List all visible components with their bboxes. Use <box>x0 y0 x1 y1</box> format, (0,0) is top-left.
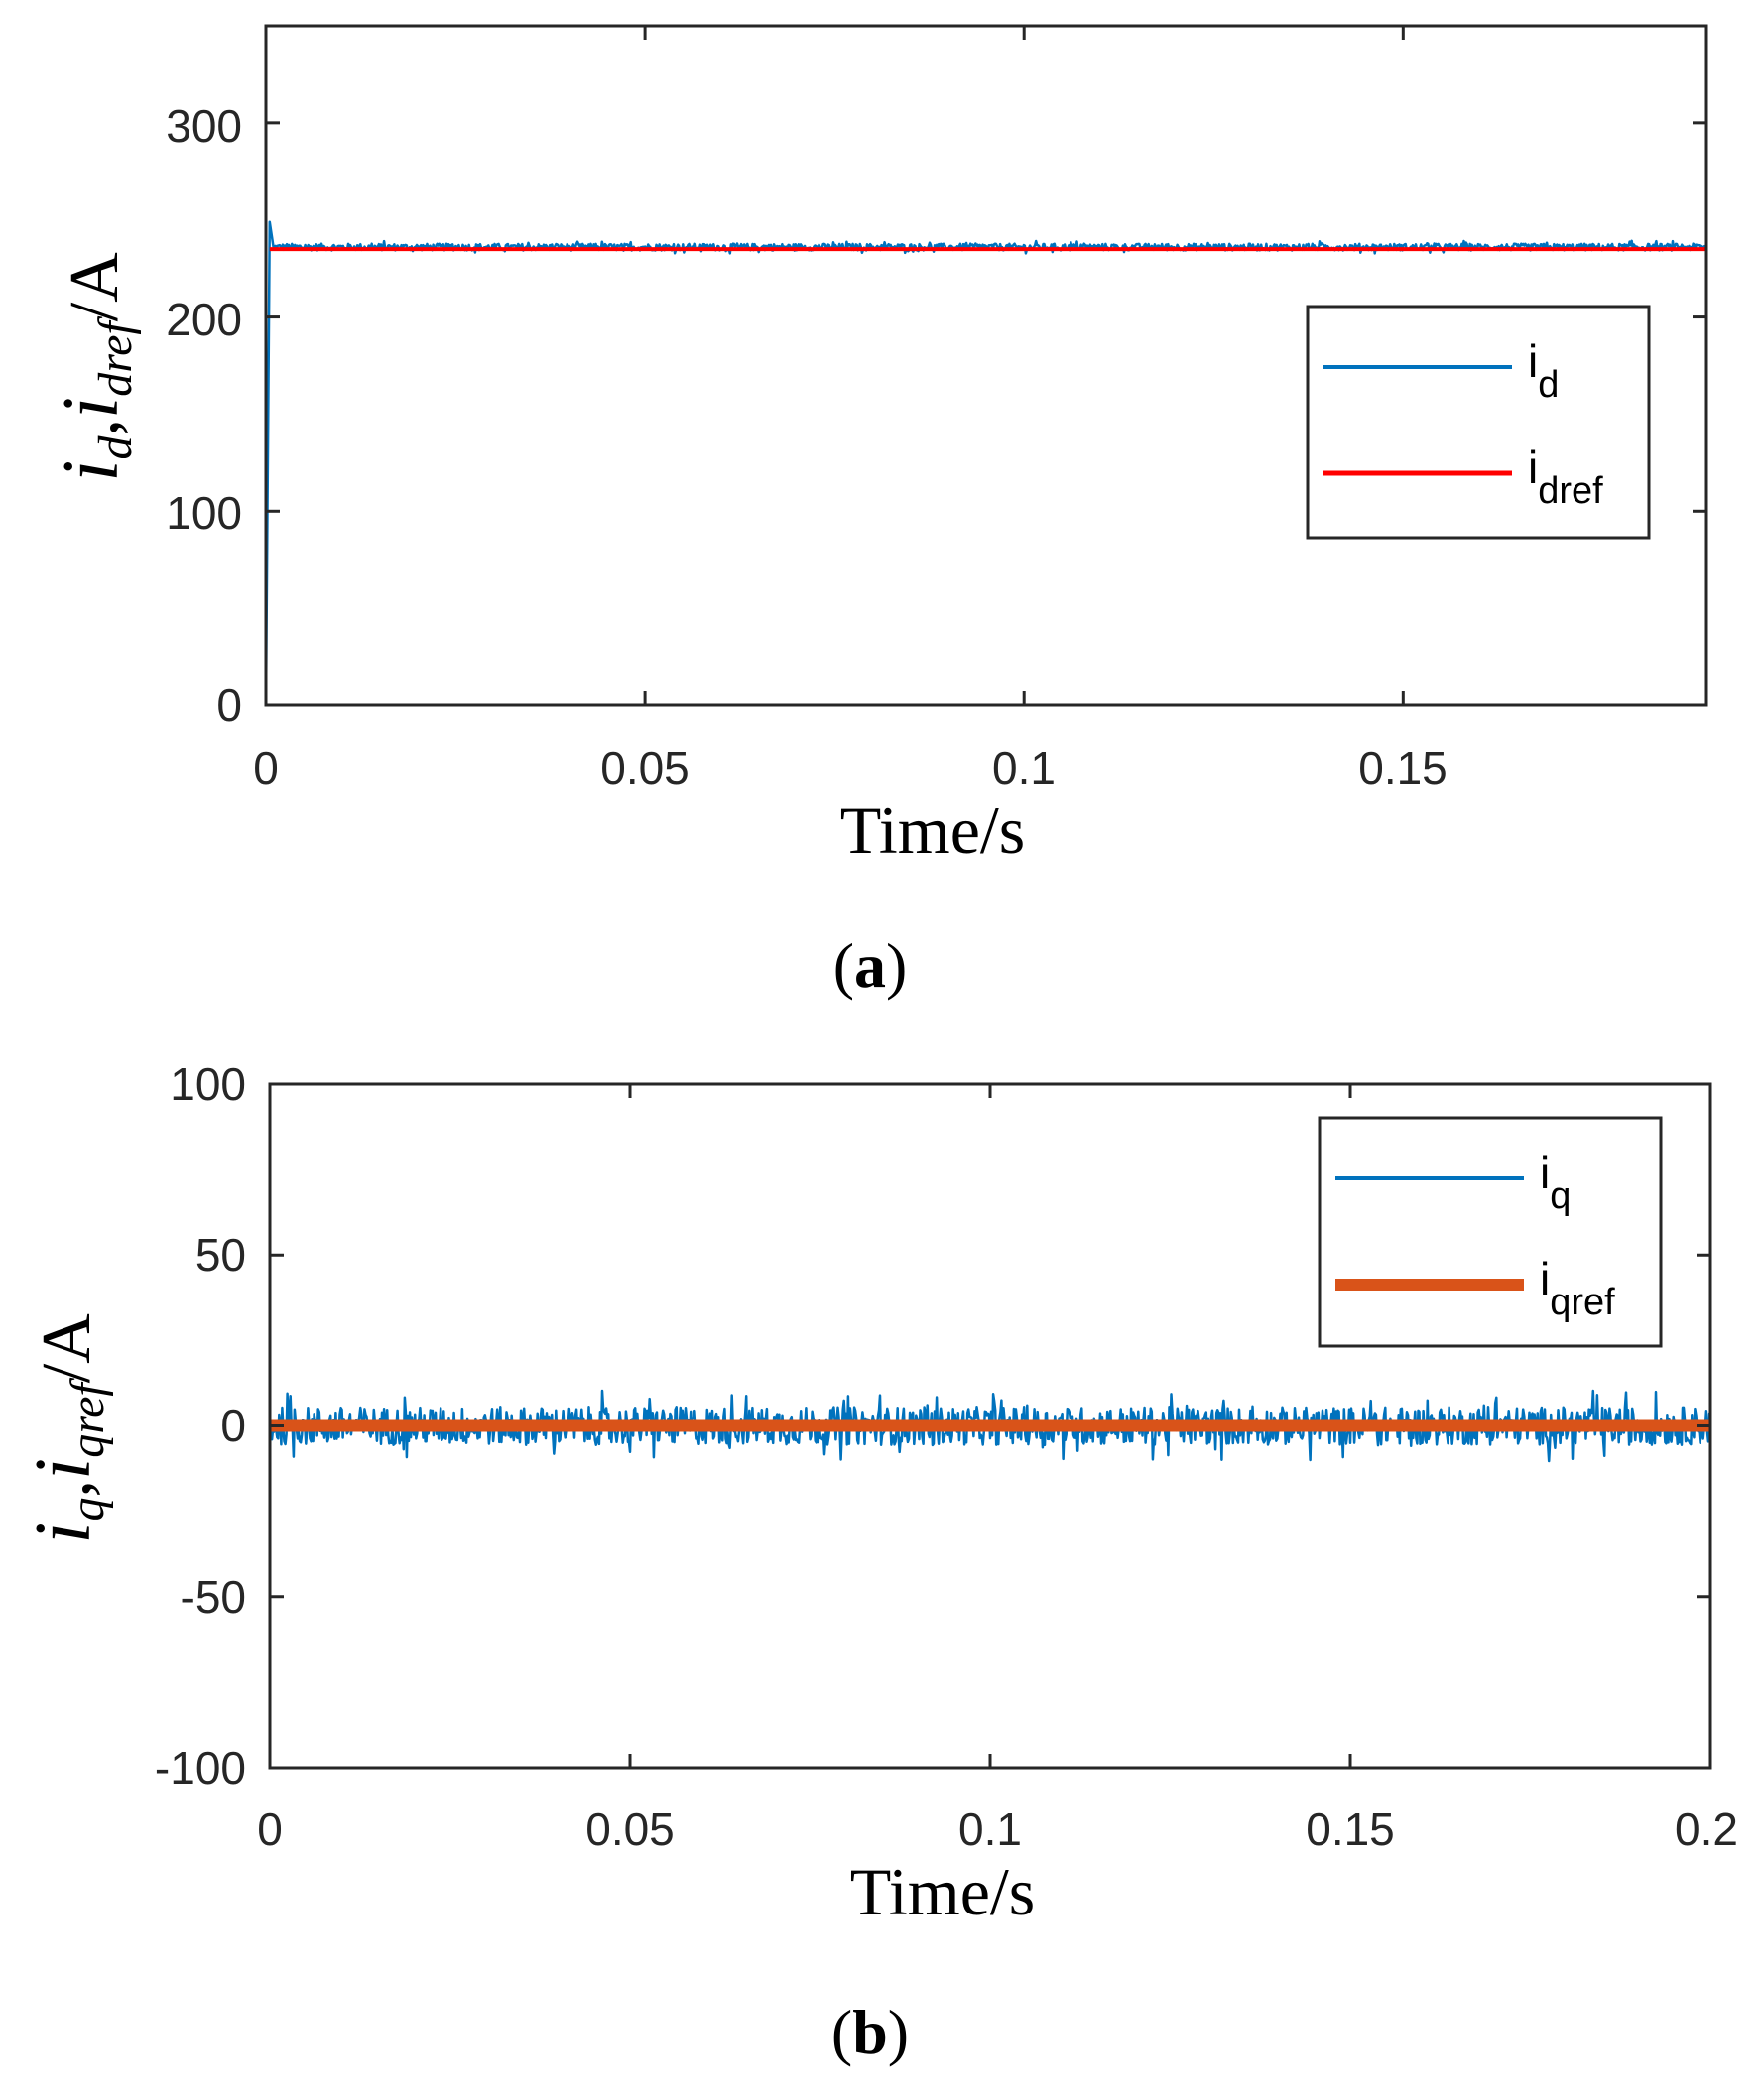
b-caption: (b) <box>831 1997 909 2067</box>
b-y-axis-label: iq,iqref/A <box>20 1313 114 1543</box>
b-legend: iq iqref <box>1318 1116 1663 1348</box>
a-ytick-label: 0 <box>216 679 242 731</box>
panel-a: 300 200 100 0 0 0.05 0.1 0.15 Time/s id,… <box>48 24 1708 1001</box>
a-ytick-label: 300 <box>166 100 242 152</box>
b-ytick-label: 50 <box>195 1229 246 1281</box>
b-xtick-label: 0.1 <box>958 1803 1022 1855</box>
panel-b-ticks <box>268 1082 1712 1770</box>
b-legend-label-iqref: iqref <box>1540 1253 1615 1323</box>
panel-a-traces <box>266 220 1706 705</box>
a-legend-label-idref: idref <box>1528 441 1603 512</box>
b-x-axis-label: Time/s <box>850 1854 1035 1929</box>
panel-a-ticks <box>264 26 1706 707</box>
a-ytick-label: 100 <box>166 487 242 539</box>
b-xtick-label: 0 <box>257 1803 283 1855</box>
b-xtick-label: 0.15 <box>1306 1803 1395 1855</box>
a-xtick-label: 0.05 <box>600 742 690 794</box>
b-legend-label-iq: iq <box>1540 1147 1571 1217</box>
a-legend-label-id: id <box>1528 335 1559 406</box>
b-ytick-label: -100 <box>155 1742 246 1793</box>
a-y-axis-label: id,idref/A <box>48 252 142 482</box>
a-ytick-label: 200 <box>166 294 242 345</box>
a-caption: (a) <box>833 930 908 1001</box>
panel-a-axes-box <box>264 24 1708 707</box>
b-xtick-label: 0.05 <box>585 1803 675 1855</box>
b-legend-box <box>1318 1116 1663 1348</box>
a-legend: id idref <box>1306 305 1651 540</box>
b-xtick-label: 0.2 <box>1675 1803 1738 1855</box>
panel-b-traces <box>270 1389 1710 1463</box>
b-ytick-label: -50 <box>181 1571 246 1623</box>
a-x-axis-label: Time/s <box>840 793 1025 868</box>
a-xtick-label: 0 <box>253 742 279 794</box>
a-xtick-label: 0.15 <box>1358 742 1448 794</box>
a-legend-box <box>1306 305 1651 540</box>
b-ytick-label: 100 <box>170 1058 246 1110</box>
a-xtick-label: 0.1 <box>992 742 1056 794</box>
panel-b: 100 50 0 -50 -100 0 0.05 0.1 0.15 0.2 Ti… <box>20 1058 1738 2067</box>
b-ytick-label: 0 <box>220 1400 246 1451</box>
